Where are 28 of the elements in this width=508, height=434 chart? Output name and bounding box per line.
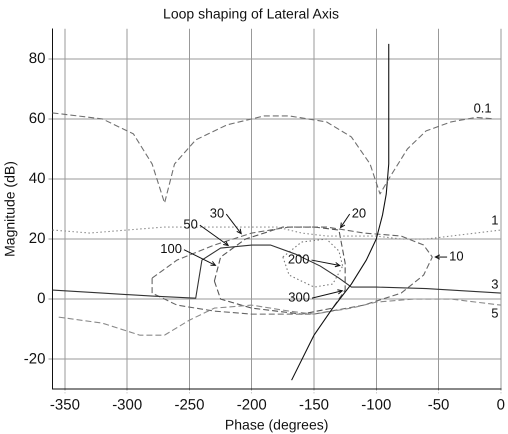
y-tick-label: 40 [28, 170, 46, 188]
annotation: 5 [491, 306, 498, 321]
y-tick-label: 0 [37, 290, 46, 308]
annotation: 1 [491, 212, 498, 228]
annotation: 50 [183, 216, 198, 232]
annotation: 3 [491, 276, 498, 292]
x-tick-label: -200 [236, 396, 267, 414]
annotation: 100 [160, 241, 182, 256]
annotation: 20 [352, 206, 366, 221]
y-tick-label: 60 [28, 110, 46, 128]
annotation: 0.1 [474, 100, 492, 116]
x-tick-label: -250 [174, 396, 204, 414]
annotation: 200 [288, 252, 310, 267]
x-tick-label: -50 [428, 396, 450, 414]
x-tick-label: 0 [496, 396, 505, 414]
annotation: 30 [210, 206, 224, 221]
y-tick-label: -20 [24, 350, 46, 368]
annotation: 10 [449, 248, 464, 264]
y-axis-title: Magnitude (dB) [1, 161, 18, 257]
x-tick-label: -100 [361, 396, 392, 414]
y-tick-label: 80 [28, 50, 46, 67]
y-tick-label: 20 [28, 230, 46, 248]
chart-title: Loop shaping of Lateral Axis [163, 5, 339, 22]
x-tick-label: -150 [299, 396, 330, 414]
x-tick-label: -300 [112, 396, 142, 414]
annotation: 300 [288, 290, 310, 305]
x-tick-label: -350 [50, 396, 80, 414]
x-axis-title: Phase (degrees) [224, 416, 328, 432]
